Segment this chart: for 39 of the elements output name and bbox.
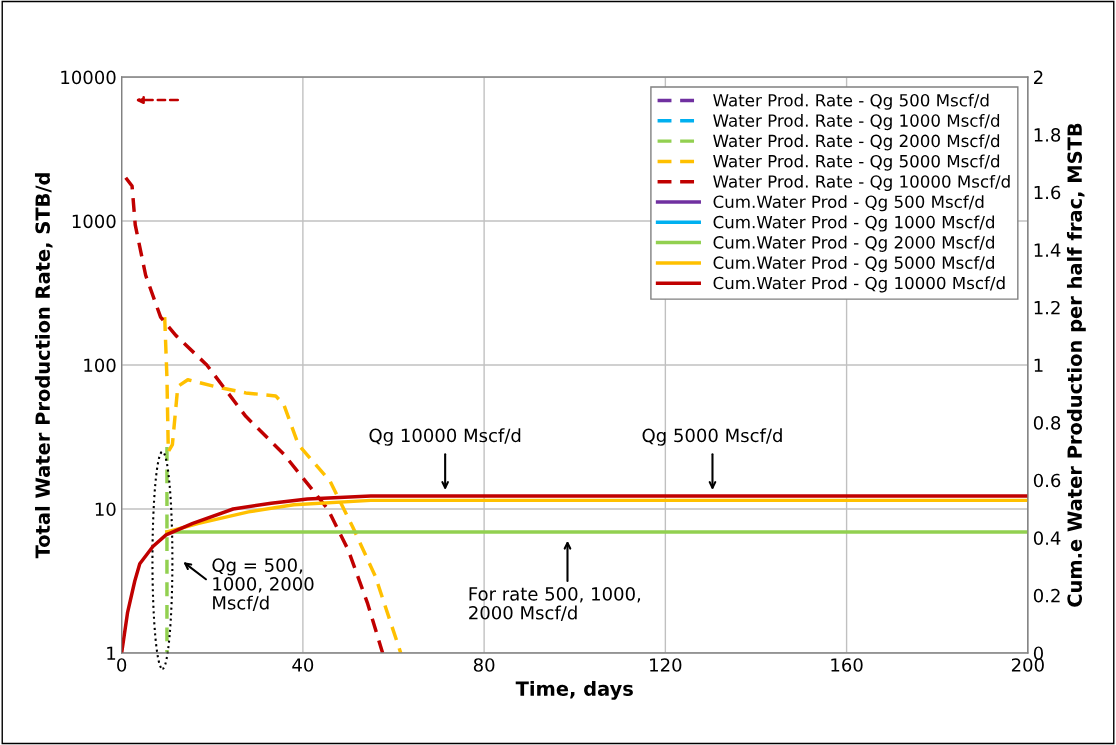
legend-label: Cum.Water Prod - Qg 5000 Mscf/d xyxy=(713,256,994,273)
y2-tick-label: 1.8 xyxy=(1034,128,1061,142)
legend-label: Water Prod. Rate - Qg 500 Mscf/d xyxy=(713,93,989,110)
y2-tick-label: 2 xyxy=(1034,70,1043,84)
y2-tick-label: 1 xyxy=(1034,358,1043,372)
y-axis-title: Total Water Production Rate, STB/d xyxy=(34,173,53,559)
y2-tick-label: 0 xyxy=(1033,646,1043,661)
y-tick-label: 10 xyxy=(95,502,116,517)
legend-label: Cum.Water Prod - Qg 500 Mscf/d xyxy=(713,195,984,212)
x-tick-label: 0 xyxy=(117,658,127,672)
y2-tick-label: 1.4 xyxy=(1034,243,1061,257)
y-tick-label: 1000 xyxy=(72,214,116,229)
x-axis-title: Time, days xyxy=(515,680,633,700)
y2-tick-label: 0.4 xyxy=(1033,531,1061,545)
legend-label: Cum.Water Prod - Qg 2000 Mscf/d xyxy=(713,235,994,252)
x-tick-label: 120 xyxy=(650,658,682,672)
annotation: Qg 5000 Mscf/d xyxy=(642,428,782,446)
x-tick-label: 40 xyxy=(292,658,314,672)
legend-label: Water Prod. Rate - Qg 2000 Mscf/d xyxy=(713,134,1000,151)
y2-tick-label: 1.6 xyxy=(1034,185,1061,200)
y2-tick-label: 0.8 xyxy=(1033,416,1061,430)
legend-label: Cum.Water Prod - Qg 10000 Mscf/d xyxy=(713,276,1005,293)
y-tick-label: 100 xyxy=(84,358,116,373)
y-tick-label: 10000 xyxy=(61,70,116,85)
y2-tick-label: 0.6 xyxy=(1033,473,1061,488)
x-tick-label: 80 xyxy=(473,658,495,672)
x-tick-label: 200 xyxy=(1011,658,1044,672)
x-tick-label: 160 xyxy=(831,658,863,672)
y-tick-label: 1 xyxy=(107,646,116,660)
annotation: For rate 500, 1000, 2000 Mscf/d xyxy=(469,587,641,621)
y2-tick-label: 0.2 xyxy=(1033,588,1060,603)
legend-label: Cum.Water Prod - Qg 1000 Mscf/d xyxy=(713,215,994,232)
legend-label: Water Prod. Rate - Qg 1000 Mscf/d xyxy=(713,114,1000,131)
annotation: Qg 10000 Mscf/d xyxy=(369,428,521,446)
y2-axis-title: Cum.e Water Production per half frac, MSTB xyxy=(1066,123,1086,607)
legend-label: Water Prod. Rate - Qg 10000 Mscf/d xyxy=(713,174,1010,192)
annotation: Qg = 500, 1000, 2000 Mscf/d xyxy=(212,558,314,612)
legend-label: Water Prod. Rate - Qg 5000 Mscf/d xyxy=(713,154,1000,171)
y2-tick-label: 1.2 xyxy=(1034,300,1060,315)
